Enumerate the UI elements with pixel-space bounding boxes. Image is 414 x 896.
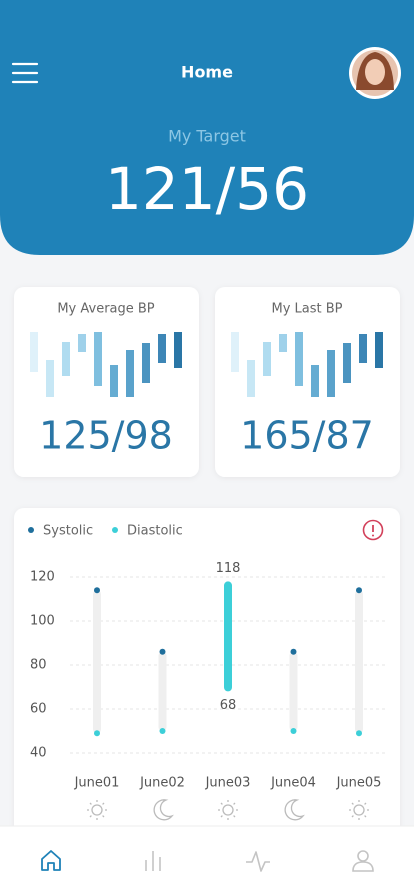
card-title: My Last BP: [271, 302, 342, 317]
bp-chart: Systolic Diastolic 40 60 80 100 120 June01 June0…: [28, 524, 385, 791]
chart-card: [14, 508, 400, 848]
systolic-dot: [94, 587, 100, 594]
mini-bar: [94, 332, 102, 386]
mini-bar: [30, 332, 38, 372]
diastolic-dot: [94, 730, 100, 737]
mini-chart: [231, 332, 383, 397]
mini-bar: [311, 365, 319, 397]
mini-bar: [279, 334, 287, 352]
mini-bar: [142, 343, 150, 383]
mini-bar: [126, 350, 134, 397]
legend-dot: [28, 527, 34, 533]
systolic-dot: [290, 648, 297, 655]
card-value: 165/87: [240, 414, 374, 458]
legend-label: Systolic: [43, 524, 93, 539]
average-card[interactable]: [14, 287, 199, 477]
diastolic-dot: [356, 730, 362, 737]
y-tick-label: 60: [30, 702, 47, 717]
mini-bar: [110, 365, 118, 397]
range-bar: [158, 651, 167, 731]
legend-dot: [112, 527, 118, 533]
mini-bar: [295, 332, 303, 386]
mini-chart: [30, 332, 182, 397]
target-label: My Target: [168, 127, 246, 146]
diastolic-dot: [159, 728, 166, 734]
mini-bar: [174, 332, 182, 368]
mini-bar: [231, 332, 239, 372]
tab-bar: [0, 826, 414, 896]
stats-tab[interactable]: [145, 851, 161, 871]
target-value: 121/56: [105, 155, 309, 223]
x-tick-label: June05: [336, 776, 382, 791]
mini-bar: [46, 360, 54, 397]
x-tick-label: June04: [270, 776, 316, 791]
range-bar: [289, 651, 298, 731]
time-icons: [87, 799, 369, 821]
x-tick-label: June01: [74, 776, 120, 791]
home-tab[interactable]: [41, 850, 61, 871]
systolic-dot: [159, 648, 166, 655]
range-bar: [224, 581, 232, 692]
value-label: 68: [220, 698, 237, 713]
x-tick-label: June02: [139, 776, 185, 791]
value-label: 118: [216, 561, 241, 576]
y-tick-label: 40: [30, 746, 47, 761]
mini-bar: [359, 334, 367, 363]
avatar[interactable]: [349, 47, 401, 99]
mini-bar: [62, 342, 70, 376]
systolic-dot: [356, 587, 362, 594]
mini-bar: [263, 342, 271, 376]
legend-label: Diastolic: [127, 524, 183, 539]
alert-icon[interactable]: [362, 519, 384, 541]
y-tick-label: 120: [30, 570, 55, 585]
profile-tab[interactable]: [352, 850, 374, 872]
activity-tab[interactable]: [246, 851, 270, 872]
mini-bar: [78, 334, 86, 352]
range-bar: [93, 590, 101, 734]
menu-button[interactable]: [11, 62, 39, 84]
page-title: Home: [181, 63, 233, 82]
card-value: 125/98: [39, 414, 173, 458]
mini-bar: [327, 350, 335, 397]
mini-bar: [247, 360, 255, 397]
mini-bar: [375, 332, 383, 368]
y-tick-label: 100: [30, 614, 55, 629]
x-tick-label: June03: [205, 776, 251, 791]
diastolic-dot: [290, 728, 297, 734]
card-title: My Average BP: [57, 302, 154, 317]
range-bar: [355, 590, 363, 734]
mini-bar: [343, 343, 351, 383]
y-tick-label: 80: [30, 658, 47, 673]
header-bg: [0, 0, 414, 255]
mini-bar: [158, 334, 166, 363]
last-card[interactable]: [215, 287, 400, 477]
